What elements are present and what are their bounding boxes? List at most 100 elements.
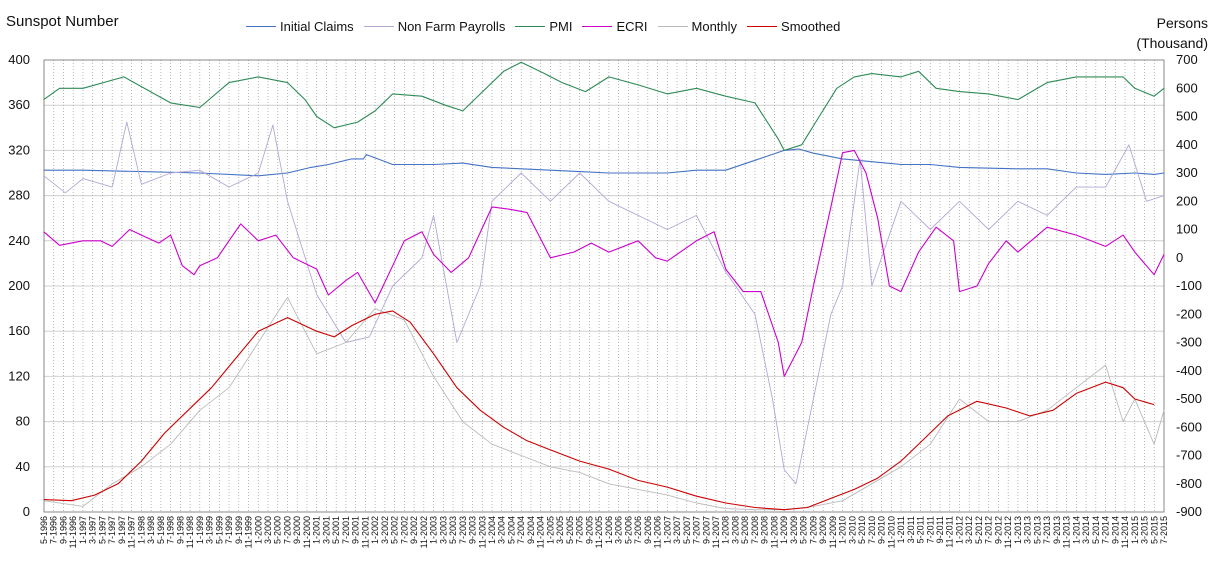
x-axis-tick-label: 3-2003 <box>438 516 448 544</box>
x-axis-tick-label: 9-2003 <box>468 516 478 544</box>
left-axis-tick-label: 160 <box>8 323 30 338</box>
x-axis-tick-label: 1-2003 <box>429 516 439 544</box>
x-axis-tick-label: 9-2012 <box>993 516 1003 544</box>
x-axis-tick-label: 11-2014 <box>1120 516 1130 548</box>
x-axis-tick-label: 9-2000 <box>292 516 302 544</box>
x-axis-tick-label: 9-2009 <box>818 516 828 544</box>
x-axis-tick-label: 7-2005 <box>575 516 585 544</box>
left-axis-tick-label: 360 <box>8 97 30 112</box>
x-axis-tick-label: 5-2010 <box>857 516 867 544</box>
x-axis-tick-label: 5-1997 <box>97 516 107 544</box>
x-axis-tick-label: 9-1997 <box>117 516 127 544</box>
right-axis-tick-label: -500 <box>1176 391 1202 406</box>
legend-label: Non Farm Payrolls <box>397 19 506 34</box>
x-axis-tick-label: 1-2004 <box>487 516 497 544</box>
right-axis-tick-label: -700 <box>1176 448 1202 463</box>
x-axis-tick-label: 7-1997 <box>107 516 117 544</box>
x-axis-tick-label: 7-2001 <box>341 516 351 544</box>
right-axis-tick-label: -800 <box>1176 476 1202 491</box>
x-axis-tick-label: 7-2014 <box>1101 516 1111 544</box>
x-axis-tick-label: 1-2001 <box>312 516 322 544</box>
right-axis-tick-label: 0 <box>1176 250 1183 265</box>
x-axis-tick-label: 11-2009 <box>828 516 838 548</box>
x-axis-tick-label: 7-1999 <box>224 516 234 544</box>
x-axis-tick-label: 11-1996 <box>68 516 78 548</box>
right-axis-tick-label: -200 <box>1176 306 1202 321</box>
x-axis-tick-label: 11-1997 <box>127 516 137 548</box>
legend-item: Smoothed <box>747 19 840 34</box>
legend-swatch <box>747 26 778 27</box>
legend-item: Non Farm Payrolls <box>363 19 506 34</box>
x-axis-tick-label: 9-2007 <box>701 516 711 544</box>
x-axis-tick-label: 9-2014 <box>1110 516 1120 544</box>
x-axis-tick-label: 7-2011 <box>925 516 935 543</box>
legend-label: PMI <box>549 19 573 34</box>
x-axis-tick-label: 5-2004 <box>506 516 516 544</box>
series-line-non-farm-payrolls <box>43 121 1165 485</box>
x-axis-tick-label: 3-2011 <box>906 516 916 543</box>
right-axis-title-line1: Persons <box>1156 15 1208 31</box>
x-axis-tick-label: 3-2002 <box>380 516 390 544</box>
x-axis-tick-label: 9-2013 <box>1052 516 1062 544</box>
x-axis-tick-label: 5-2014 <box>1091 516 1101 544</box>
x-axis-tick-label: 11-2012 <box>1003 516 1013 548</box>
x-axis-tick-label: 11-2003 <box>477 516 487 548</box>
x-axis-tick-label: 7-2015 <box>1159 516 1169 544</box>
right-axis-tick-label: 100 <box>1176 222 1198 237</box>
x-axis-tick-label: 9-2002 <box>409 516 419 544</box>
x-axis-tick-label: 7-2007 <box>692 516 702 544</box>
x-axis-tick-label: 5-2002 <box>390 516 400 544</box>
x-axis-tick-label: 11-2008 <box>769 516 779 548</box>
plot-area-border <box>43 59 1165 513</box>
x-axis-tick-label: 3-2008 <box>730 516 740 544</box>
x-axis-tick-label: 7-2002 <box>399 516 409 544</box>
x-axis-tick-label: 9-1998 <box>175 516 185 544</box>
legend-label: Initial Claims <box>280 19 354 34</box>
x-axis-tick-label: 3-2005 <box>555 516 565 544</box>
series-line-pmi <box>43 61 1165 151</box>
x-axis-tick-label: 1-2010 <box>838 516 848 544</box>
x-axis-tick-label: 1-2012 <box>954 516 964 544</box>
left-axis-tick-label: 40 <box>16 459 30 474</box>
right-axis-tick-label: -900 <box>1176 504 1202 519</box>
x-axis-tick-label: 5-2009 <box>799 516 809 544</box>
x-axis-tick-label: 3-1997 <box>88 516 98 544</box>
legend-item: PMI <box>515 19 572 34</box>
right-axis-tick-label: 700 <box>1176 52 1198 67</box>
left-axis-tick-label: 120 <box>8 368 30 383</box>
legend-swatch <box>657 26 688 27</box>
x-axis-tick-label: 1-2006 <box>604 516 614 544</box>
legend-item: Monthly <box>657 19 737 34</box>
x-axis-tick-label: 11-2006 <box>653 516 663 548</box>
x-axis-tick-label: 7-2006 <box>633 516 643 544</box>
legend-item: Initial Claims <box>246 19 354 34</box>
x-axis-tick-label: 3-2014 <box>1081 516 1091 544</box>
x-axis-tick-label: 3-2004 <box>497 516 507 544</box>
x-axis-tick-label: 9-2001 <box>351 516 361 544</box>
x-axis-tick-label: 1-2007 <box>662 516 672 544</box>
right-axis-tick-label: 300 <box>1176 165 1198 180</box>
x-axis-tick-label: 5-1999 <box>214 516 224 544</box>
x-axis-tick-label: 3-2015 <box>1140 516 1150 544</box>
right-axis-tick-label: 500 <box>1176 109 1198 124</box>
x-axis-tick-label: 9-2005 <box>584 516 594 544</box>
right-axis-tick-label: 200 <box>1176 193 1198 208</box>
x-axis-tick-label: 7-2013 <box>1042 516 1052 544</box>
left-axis-tick-label: 240 <box>8 233 30 248</box>
x-axis-tick-label: 11-1998 <box>185 516 195 548</box>
x-axis-tick-label: 3-2006 <box>614 516 624 544</box>
legend-label: Smoothed <box>781 19 841 34</box>
x-axis-tick-label: 1-1999 <box>195 516 205 544</box>
x-axis-tick-label: 5-2003 <box>448 516 458 544</box>
x-axis-tick-label: 5-2011 <box>916 516 926 543</box>
x-axis-tick-label: 5-2005 <box>565 516 575 544</box>
x-axis-tick-label: 1-2008 <box>721 516 731 544</box>
legend-label: ECRI <box>616 19 648 34</box>
right-axis-tick-label: -400 <box>1176 363 1202 378</box>
x-axis-tick-label: 11-2010 <box>886 516 896 548</box>
x-axis-tick-label: 9-1999 <box>234 516 244 544</box>
x-axis-tick-label: 7-1998 <box>166 516 176 544</box>
series-line-initial-claims <box>43 148 1165 177</box>
x-axis-tick-label: 11-1999 <box>244 516 254 548</box>
x-axis-tick-label: 1-2005 <box>545 516 555 544</box>
